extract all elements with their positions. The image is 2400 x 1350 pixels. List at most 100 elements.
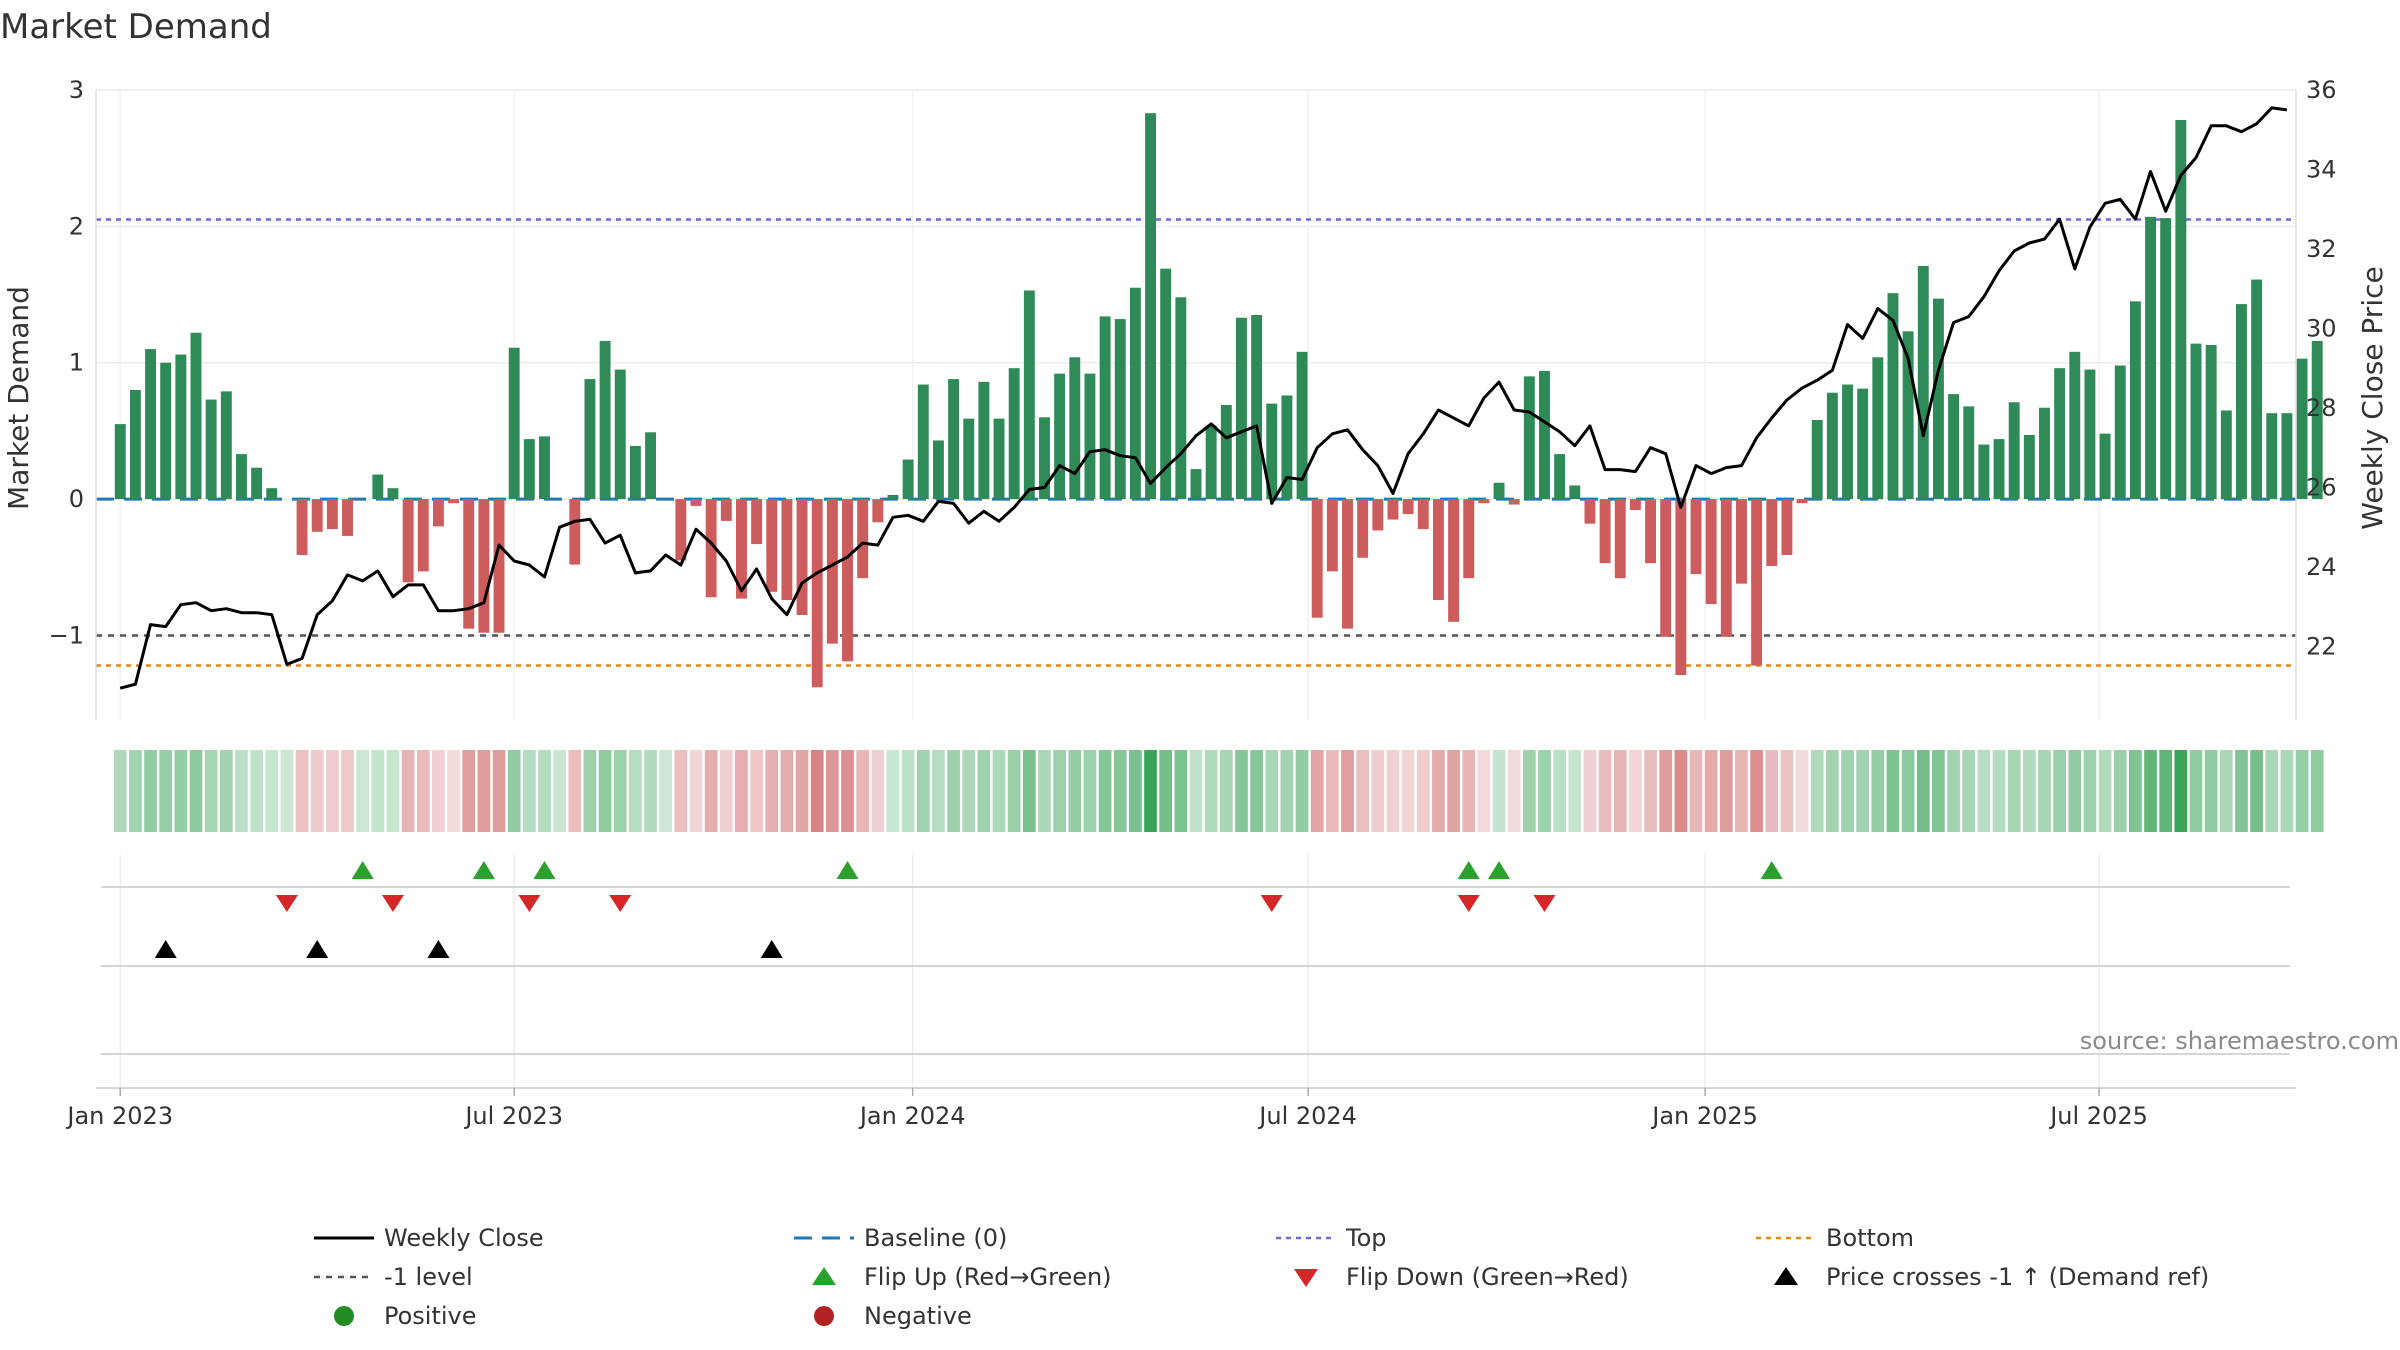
heat-cell bbox=[886, 750, 900, 832]
heat-cell bbox=[613, 750, 627, 832]
heat-cell bbox=[1038, 750, 1051, 832]
heat-cell bbox=[977, 750, 991, 832]
flip-down-marker bbox=[381, 895, 404, 912]
negative-bar bbox=[569, 499, 581, 565]
y-tick-label: −1 bbox=[49, 621, 84, 649]
positive-bar bbox=[963, 418, 975, 500]
source-credit: source: sharemaestro.com bbox=[2080, 1027, 2399, 1055]
positive-bar bbox=[2175, 120, 2187, 500]
positive-bar bbox=[1902, 331, 1914, 500]
heat-cell bbox=[2295, 750, 2309, 832]
flip-up-marker bbox=[351, 861, 374, 879]
heat-cell bbox=[1250, 750, 1263, 832]
positive-bar bbox=[993, 418, 1005, 500]
price-cross-marker bbox=[427, 940, 450, 958]
positive-bar bbox=[1932, 298, 1944, 500]
price-cross-marker bbox=[306, 940, 329, 958]
heat-cell bbox=[947, 750, 960, 832]
negative-bar bbox=[826, 499, 838, 644]
heat-cell bbox=[129, 750, 142, 832]
heat-cell bbox=[1810, 750, 1824, 832]
negative-bar bbox=[1796, 499, 1808, 504]
legend-negative-label: Negative bbox=[864, 1302, 972, 1330]
y2-tick-label: 28 bbox=[2306, 394, 2337, 422]
heat-cell bbox=[1144, 750, 1157, 832]
x-tick-label: Jul 2023 bbox=[463, 1102, 563, 1130]
heat-cell bbox=[538, 750, 551, 832]
positive-bar bbox=[1917, 265, 1929, 500]
heat-cell bbox=[1522, 750, 1536, 832]
y2-tick-label: 32 bbox=[2306, 235, 2337, 263]
flip-down-marker bbox=[1457, 895, 1480, 912]
heat-cell bbox=[341, 750, 354, 832]
positive-bar bbox=[1842, 384, 1853, 500]
heat-cell bbox=[174, 750, 188, 832]
heat-cell bbox=[1371, 750, 1385, 832]
positive-bar bbox=[1539, 370, 1550, 500]
heat-cell bbox=[553, 750, 566, 832]
heat-cell bbox=[856, 750, 870, 832]
heat-cell bbox=[310, 750, 324, 832]
negative-bar bbox=[675, 499, 687, 561]
positive-bar bbox=[1008, 368, 1020, 500]
heat-cell bbox=[386, 750, 400, 832]
positive-bar bbox=[1281, 395, 1293, 500]
x-axis: Jan 2023 Jul 2023 Jan 2024 Jul 2024 Jan 2025… bbox=[65, 1087, 2296, 1130]
negative-bar bbox=[1372, 499, 1384, 531]
negative-bar bbox=[1478, 499, 1490, 504]
flip-up-marker bbox=[836, 861, 859, 879]
positive-bar bbox=[2160, 218, 2172, 500]
positive-bar bbox=[1993, 439, 2005, 500]
heat-cell bbox=[1613, 750, 1627, 832]
heat-cell bbox=[1901, 750, 1915, 832]
legend-flipup-label: Flip Up (Red→Green) bbox=[864, 1263, 1112, 1291]
heat-cell bbox=[810, 750, 824, 832]
positive-bar bbox=[2251, 279, 2263, 500]
positive-bar bbox=[1554, 454, 1566, 500]
positive-bar bbox=[1236, 317, 1247, 500]
heat-cell bbox=[326, 750, 339, 832]
heat-cell bbox=[462, 750, 476, 832]
positive-bar bbox=[2145, 216, 2156, 500]
heat-cell bbox=[1219, 750, 1233, 832]
legend-cross-swatch bbox=[1774, 1267, 1798, 1285]
positive-bar bbox=[645, 432, 656, 500]
heat-cell bbox=[1583, 750, 1597, 832]
positive-bar bbox=[1145, 113, 1156, 500]
positive-bar bbox=[1251, 315, 1263, 500]
positive-bar bbox=[2311, 340, 2323, 500]
heat-cell bbox=[2053, 750, 2066, 832]
heat-cell bbox=[826, 750, 839, 832]
heat-cell bbox=[644, 750, 657, 832]
y-axis-label: Market Demand bbox=[2, 286, 35, 510]
positive-bar bbox=[1205, 425, 1217, 500]
heat-cell bbox=[1916, 750, 1930, 832]
heat-cell bbox=[1765, 750, 1779, 832]
heat-cell bbox=[1492, 750, 1506, 832]
negative-bar bbox=[857, 499, 869, 579]
positive-bar bbox=[1039, 417, 1050, 500]
positive-bar bbox=[2129, 301, 2141, 500]
y2-tick-label: 36 bbox=[2306, 76, 2337, 104]
y2-tick-label: 22 bbox=[2306, 632, 2337, 660]
heat-cell bbox=[1235, 750, 1248, 832]
negative-bar bbox=[781, 499, 793, 600]
positive-bar bbox=[978, 381, 990, 500]
flip-down-marker bbox=[275, 895, 298, 912]
heat-cell bbox=[795, 750, 809, 832]
price-cross-marker bbox=[154, 940, 177, 958]
heat-cell bbox=[1386, 750, 1400, 832]
legend-close-label: Weekly Close bbox=[384, 1224, 544, 1252]
negative-bar bbox=[402, 499, 414, 583]
heat-cell bbox=[401, 750, 415, 832]
heat-cell bbox=[1795, 750, 1809, 832]
heat-cell bbox=[2038, 750, 2051, 832]
x-tick-label: Jul 2024 bbox=[1257, 1102, 1357, 1130]
flip-down-marker bbox=[1533, 895, 1556, 912]
heat-cell bbox=[901, 750, 915, 832]
heat-cell bbox=[1780, 750, 1794, 832]
heat-cell bbox=[1447, 750, 1460, 832]
negative-bar bbox=[1720, 499, 1732, 637]
positive-bar bbox=[372, 474, 384, 500]
heat-cell bbox=[1113, 750, 1127, 832]
